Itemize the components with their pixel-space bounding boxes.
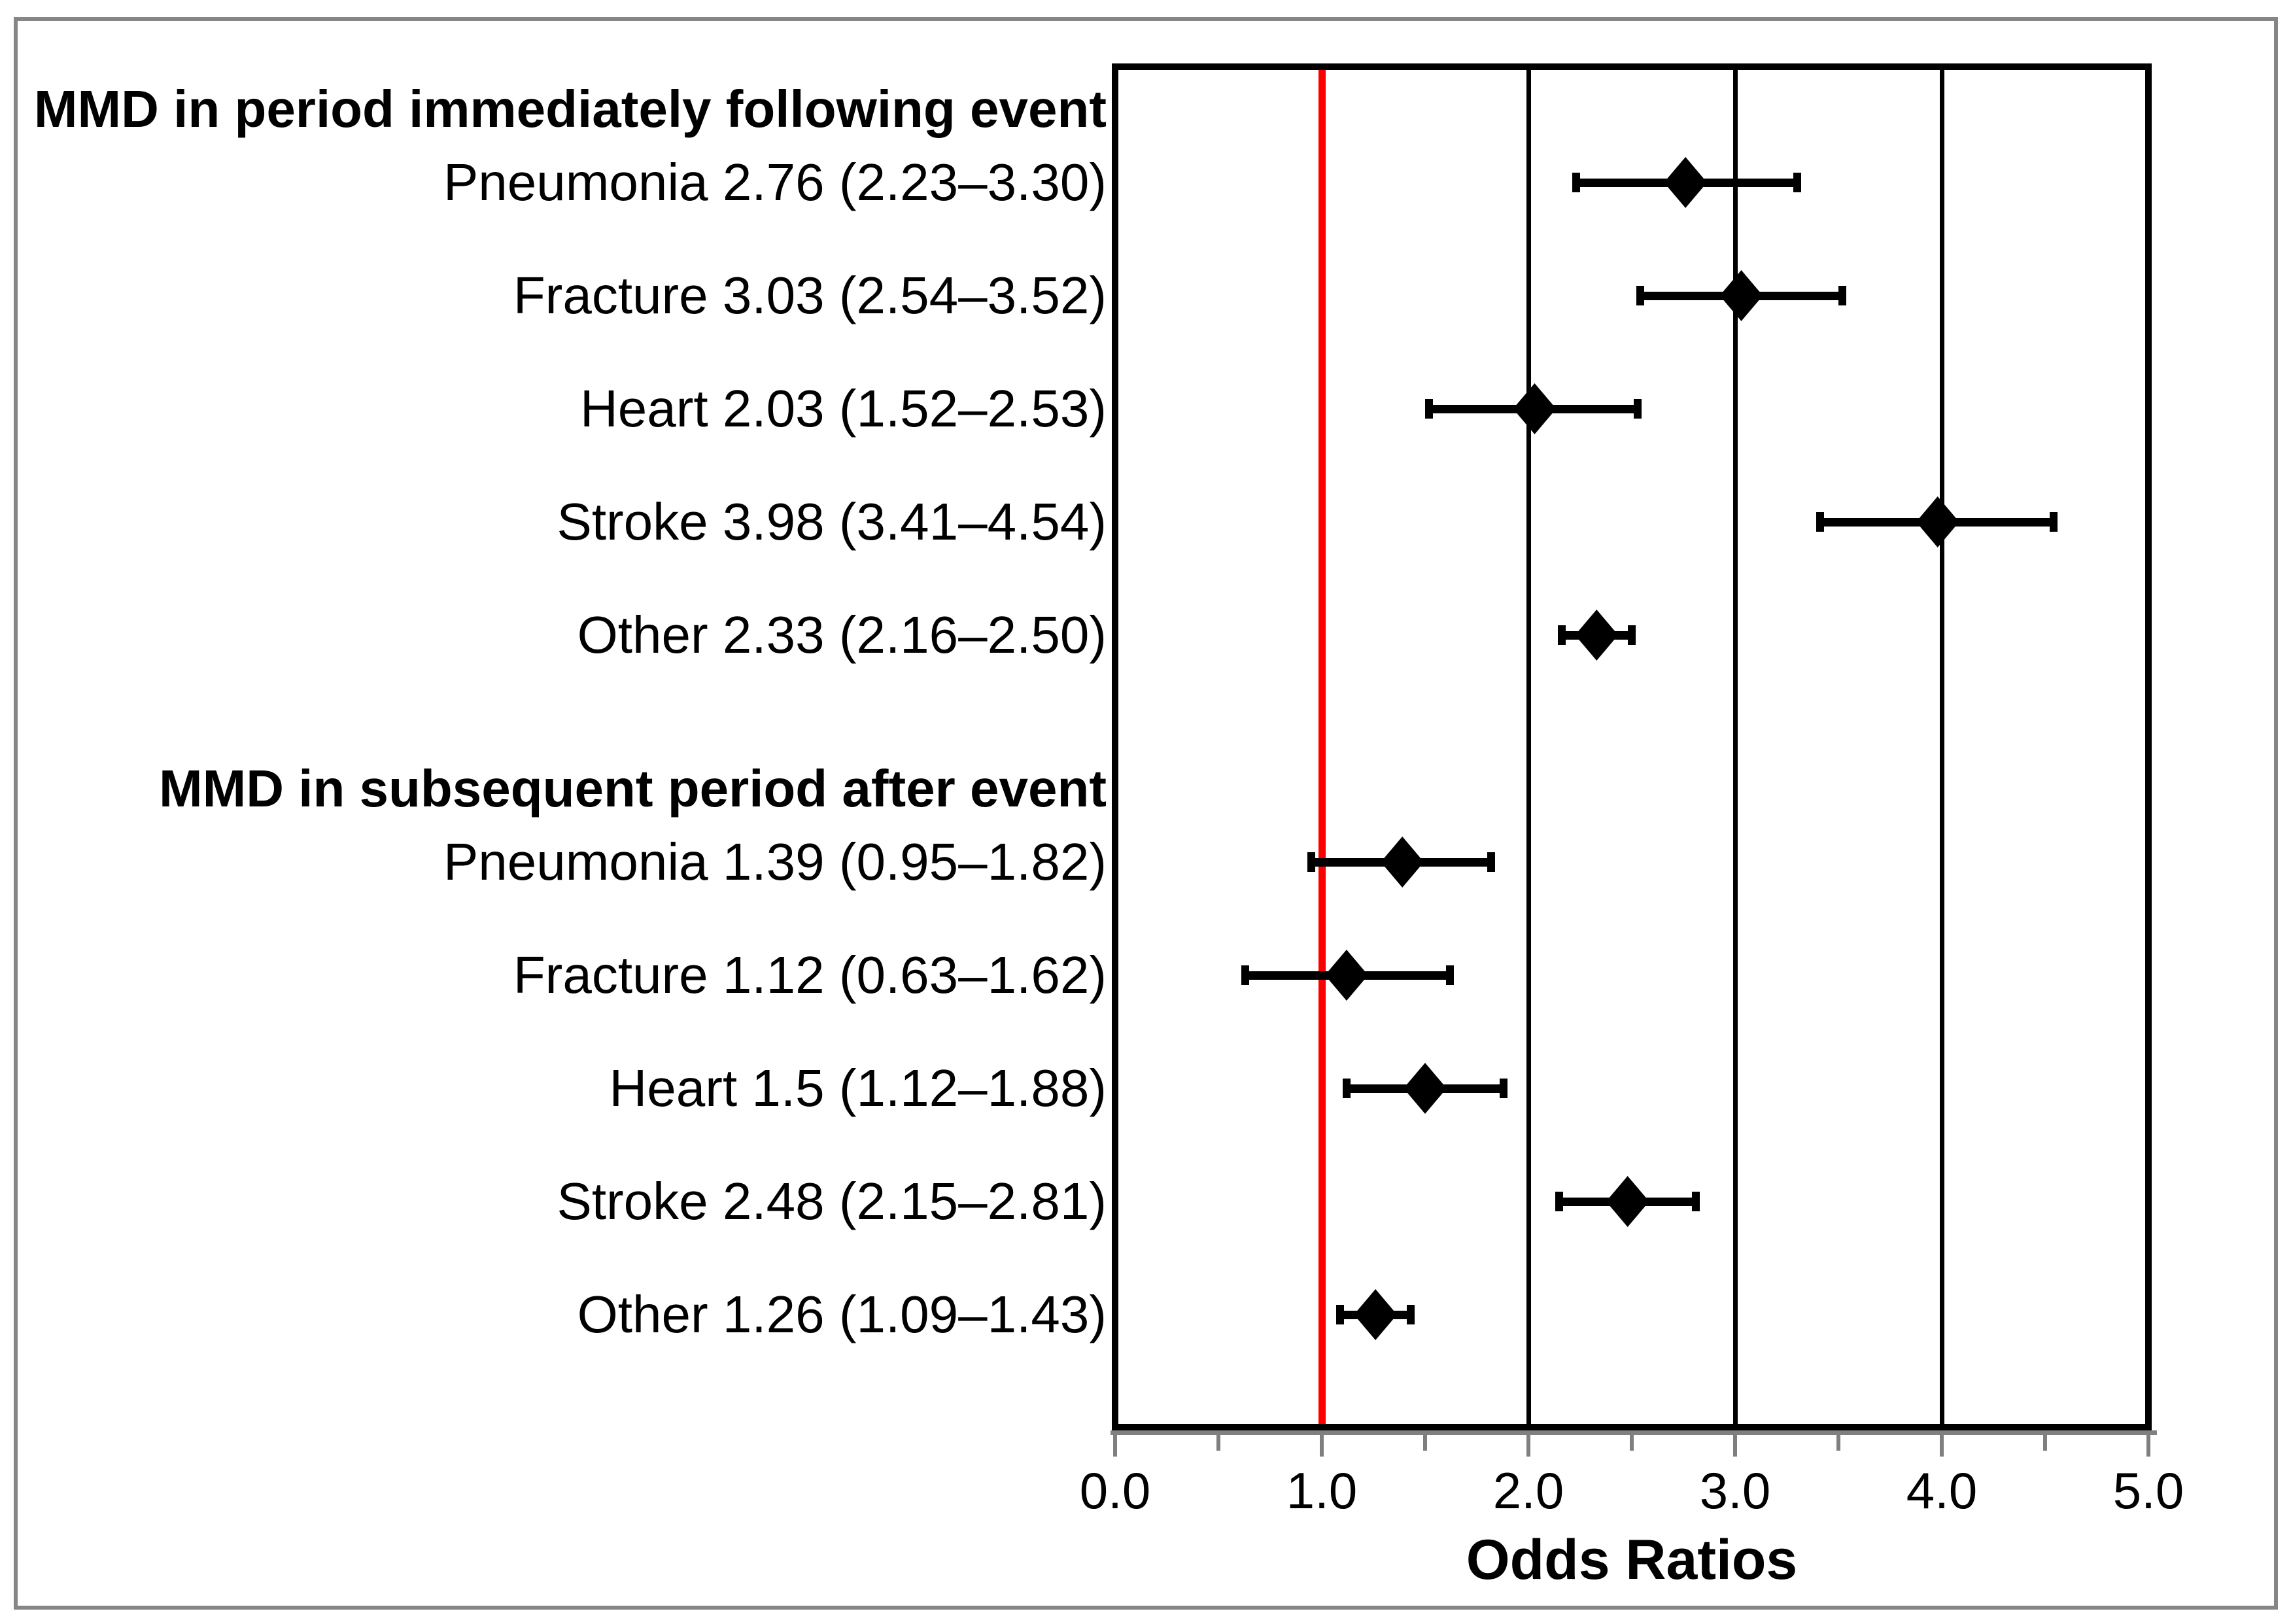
grid-line-x-2 — [1526, 70, 1531, 1424]
figure-frame — [14, 17, 2278, 1610]
row-label-pneumonia: Pneumonia 1.39 (0.95–1.82) — [443, 833, 1107, 891]
x-tick-label-3: 3.0 — [1699, 1462, 1771, 1519]
group-header: MMD in subsequent period after event — [158, 759, 1107, 818]
error-bar-cap-low — [1636, 286, 1644, 305]
error-bar-cap-high — [2049, 512, 2058, 532]
row-label-stroke: Stroke 2.48 (2.15–2.81) — [557, 1172, 1107, 1230]
error-bar-cap-high — [1406, 1305, 1415, 1324]
row-label-other: Other 2.33 (2.16–2.50) — [577, 606, 1107, 664]
error-bar-cap-high — [1691, 1192, 1700, 1211]
x-axis-shadow-line — [1111, 1430, 2157, 1435]
x-major-tick-3 — [1733, 1435, 1737, 1457]
error-bar-cap-low — [1307, 852, 1316, 872]
error-bar-cap-high — [1500, 1079, 1508, 1098]
error-bar-cap-high — [1628, 625, 1636, 645]
x-tick-label-5: 5.0 — [2112, 1462, 2184, 1519]
row-label-heart: Heart 2.03 (1.52–2.53) — [580, 379, 1107, 438]
error-bar-cap-low — [1572, 173, 1580, 192]
row-label-fracture: Fracture 3.03 (2.54–3.52) — [513, 266, 1107, 324]
row-label-fracture: Fracture 1.12 (0.63–1.62) — [513, 946, 1107, 1004]
grid-line-x-3 — [1732, 70, 1738, 1424]
x-major-tick-2 — [1526, 1435, 1530, 1457]
x-major-tick-5 — [2146, 1435, 2150, 1457]
error-bar-cap-high — [1487, 852, 1496, 872]
x-major-tick-1 — [1320, 1435, 1324, 1457]
error-bar-cap-low — [1557, 625, 1566, 645]
x-minor-tick-4.5 — [2043, 1435, 2047, 1451]
error-bar-cap-low — [1425, 399, 1434, 419]
grid-line-x-4 — [1939, 70, 1944, 1424]
error-bar-cap-low — [1555, 1192, 1564, 1211]
error-bar-cap-high — [1445, 965, 1454, 985]
error-bar-cap-high — [1838, 286, 1847, 305]
x-major-tick-0 — [1113, 1435, 1117, 1457]
x-minor-tick-0.5 — [1216, 1435, 1220, 1451]
reference-line — [1318, 70, 1326, 1424]
x-tick-label-0: 0.0 — [1079, 1462, 1151, 1519]
error-bar-cap-high — [1793, 173, 1801, 192]
x-axis-title: Odds Ratios — [1466, 1529, 1798, 1591]
error-bar-cap-low — [1342, 1079, 1351, 1098]
group-header: MMD in period immediately following even… — [33, 80, 1107, 138]
row-label-stroke: Stroke 3.98 (3.41–4.54) — [557, 492, 1107, 551]
x-minor-tick-3.5 — [1836, 1435, 1840, 1451]
x-tick-label-4: 4.0 — [1906, 1462, 1978, 1519]
x-tick-label-1: 1.0 — [1286, 1462, 1358, 1519]
x-major-tick-4 — [1940, 1435, 1944, 1457]
x-tick-label-2: 2.0 — [1492, 1462, 1564, 1519]
error-bar-cap-low — [1241, 965, 1250, 985]
error-bar-cap-high — [1634, 399, 1642, 419]
error-bar-cap-low — [1816, 512, 1824, 532]
plot-area — [1112, 63, 2152, 1430]
row-label-pneumonia: Pneumonia 2.76 (2.23–3.30) — [443, 153, 1107, 211]
row-label-other: Other 1.26 (1.09–1.43) — [577, 1285, 1107, 1343]
x-minor-tick-1.5 — [1423, 1435, 1427, 1451]
x-minor-tick-2.5 — [1630, 1435, 1634, 1451]
row-label-heart: Heart 1.5 (1.12–1.88) — [609, 1059, 1107, 1117]
error-bar-cap-low — [1336, 1305, 1345, 1324]
